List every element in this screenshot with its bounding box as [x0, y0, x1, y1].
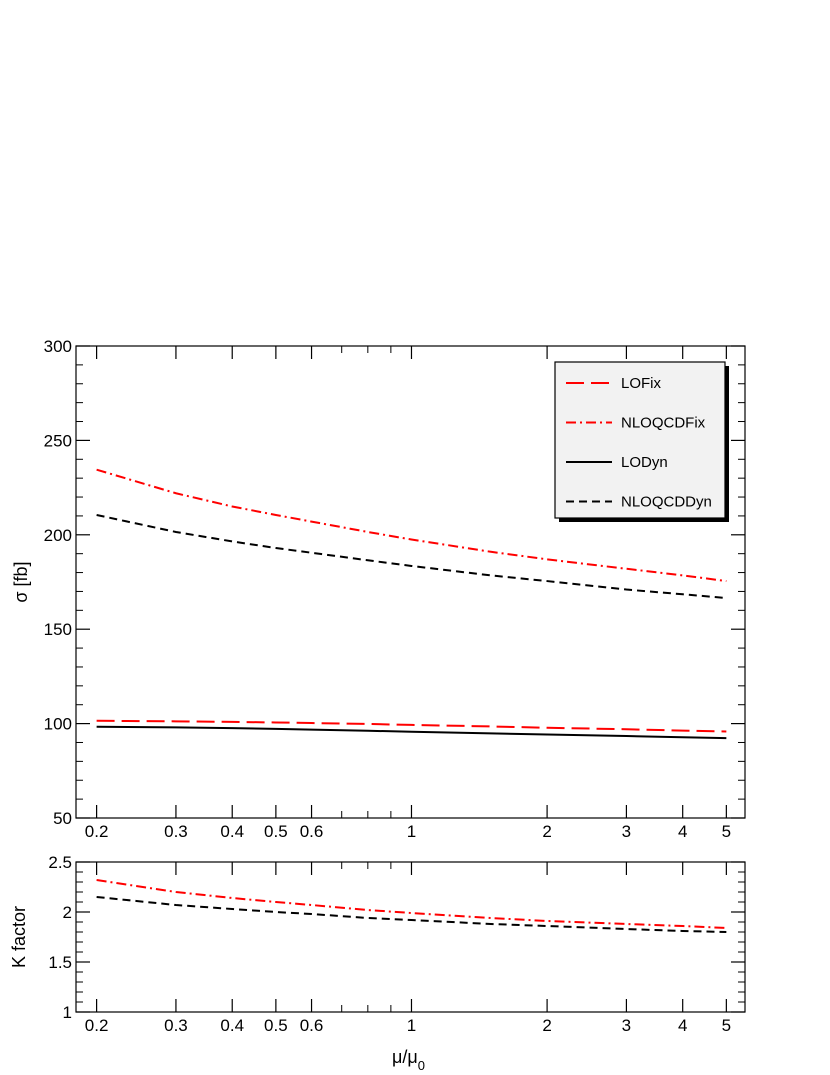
top-series-line-nloqcdfix	[96, 468, 727, 583]
legend-label-lofix: LOFix	[621, 375, 662, 392]
legend-label-nloqcddyn: NLOQCDDyn	[621, 494, 712, 511]
top-x-tick-label: 2	[542, 822, 551, 841]
top-series-line-nloqcddyn	[96, 514, 727, 600]
legend: LOFix NLOQCDFix LODyn NLOQCDDyn	[554, 361, 729, 522]
top-y-tick-label: 100	[44, 715, 72, 734]
x-axis-title-subscript: 0	[418, 1058, 425, 1073]
bottom-x-tick-label: 0.6	[300, 1016, 324, 1035]
top-x-tick-label: 0.3	[164, 822, 188, 841]
top-series-line-lofix	[96, 719, 727, 733]
bottom-x-tick-label: 3	[622, 1016, 631, 1035]
top-x-tick-label: 0.5	[264, 822, 288, 841]
top-y-tick-label: 250	[44, 431, 72, 450]
bottom-plot-frame	[75, 861, 746, 1013]
bottom-y-tick-label: 1	[63, 1003, 72, 1022]
top-x-tick-label: 1	[407, 822, 416, 841]
bottom-x-tick-label: 4	[678, 1016, 687, 1035]
cross-section-panel: 0.2 0.3 0.4 0.5 0.6 1 2 3 4 5 50 100 150 200 250 300 σ […	[11, 337, 746, 841]
top-y-tick-label: 200	[44, 526, 72, 545]
bottom-y-tick-label: 1.5	[48, 953, 72, 972]
top-x-tick-label: 0.6	[300, 822, 324, 841]
top-x-tick-label: 0.2	[85, 822, 109, 841]
bottom-y-axis-title: K factor	[9, 906, 29, 968]
top-y-tick-label: 50	[53, 809, 72, 828]
bottom-x-tick-label: 0.3	[164, 1016, 188, 1035]
bottom-y-tick-label: 2	[63, 903, 72, 922]
x-axis-title: μ/μ0	[392, 1047, 425, 1073]
top-x-tick-label: 5	[722, 822, 731, 841]
top-y-tick-label: 150	[44, 620, 72, 639]
bottom-x-tick-label: 2	[542, 1016, 551, 1035]
bottom-x-tick-label: 0.5	[264, 1016, 288, 1035]
bottom-series-line-k-1	[96, 896, 727, 933]
bottom-x-tick-label: 5	[722, 1016, 731, 1035]
top-x-tick-label: 4	[678, 822, 687, 841]
top-x-tick-label: 0.4	[220, 822, 244, 841]
bottom-x-tick-label: 1	[407, 1016, 416, 1035]
k-factor-panel: 0.2 0.3 0.4 0.5 0.6 1 2 3 4 5 1 1.5 2 2.5 K factor μ/μ0	[9, 853, 746, 1073]
bottom-series-line-k-0	[96, 879, 727, 929]
legend-label-lodyn: LODyn	[621, 454, 668, 471]
top-x-tick-label: 3	[622, 822, 631, 841]
top-plot-frame	[75, 345, 746, 819]
legend-label-nloqcdfix: NLOQCDFix	[621, 415, 706, 432]
top-series-line-lodyn	[96, 725, 727, 740]
bottom-x-tick-label: 0.2	[85, 1016, 109, 1035]
bottom-y-tick-label: 2.5	[48, 853, 72, 872]
bottom-x-tick-label: 0.4	[220, 1016, 244, 1035]
legend-box	[554, 361, 726, 519]
top-y-axis-title: σ [fb]	[11, 561, 31, 602]
top-y-tick-label: 300	[44, 337, 72, 356]
